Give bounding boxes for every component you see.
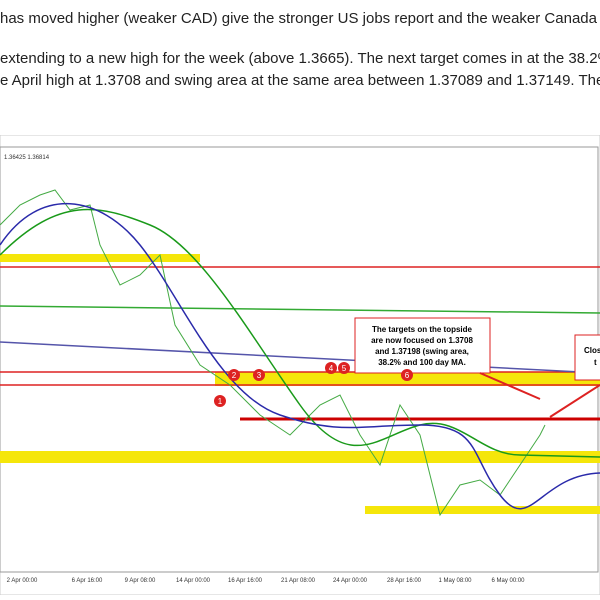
marker: 3 — [253, 369, 265, 381]
marker: 4 — [325, 362, 337, 374]
x-tick-label: 16 Apr 16:00 — [228, 578, 263, 584]
x-tick-label: 6 May 00:00 — [491, 578, 525, 584]
marker-label: 5 — [342, 364, 347, 373]
x-tick-label: 24 Apr 00:00 — [333, 578, 368, 584]
x-tick-label: 6 Apr 16:00 — [72, 578, 103, 584]
x-tick-label: 1 May 08:00 — [438, 578, 472, 584]
marker-circle — [228, 369, 240, 381]
arrow — [479, 372, 541, 400]
x-axis: 2 Apr 00:00 6 Apr 16:00 9 Apr 08:00 14 Apr … — [7, 578, 526, 584]
x-tick-label: 14 Apr 00:00 — [176, 578, 211, 584]
marker-label: 4 — [329, 364, 334, 373]
text-line: has moved higher (weaker CAD) give the s… — [0, 10, 597, 27]
x-tick-label: 9 Apr 08:00 — [125, 578, 156, 584]
marker-label: 6 — [405, 371, 410, 380]
marker: 2 — [228, 369, 240, 381]
price-and-averages — [0, 189, 600, 517]
annotation: The targets on the topside are now focuse… — [371, 325, 473, 367]
marker-circle — [338, 362, 350, 374]
annotation-line: are now focused on 1.3708 — [371, 336, 473, 345]
marker-circle — [325, 362, 337, 374]
marker-circle — [253, 369, 265, 381]
marker: 5 — [338, 362, 350, 374]
annotation-line: The targets on the topside — [372, 325, 473, 334]
text-line: extending to a new high for the week (ab… — [0, 50, 600, 67]
marker: 1 — [214, 395, 226, 407]
annotation-box — [354, 317, 491, 374]
annotation-line: Clos — [584, 346, 600, 355]
marker-circle — [214, 395, 226, 407]
text-line: e April high at 1.3708 and swing area at… — [0, 72, 600, 89]
annotation-line: t — [594, 358, 597, 367]
marker-label: 2 — [232, 371, 237, 380]
markers: 1 2 3 4 5 6 — [214, 362, 413, 407]
plot-area — [0, 146, 599, 573]
annotation: Clos t — [584, 346, 600, 367]
annotation-box — [574, 334, 600, 381]
x-tick-label: 28 Apr 16:00 — [387, 578, 422, 584]
x-tick-label: 2 Apr 00:00 — [7, 578, 38, 584]
chart-image: 1.36425 1.36814 The targets on the topsi… — [0, 135, 600, 595]
annotation-line: and 1.37198 (swing area, — [375, 347, 469, 356]
x-tick-label: 21 Apr 08:00 — [281, 578, 316, 584]
marker-circle — [401, 369, 413, 381]
marker-label: 1 — [218, 397, 223, 406]
marker-label: 3 — [257, 371, 262, 380]
annotation-line: 38.2% and 100 day MA. — [378, 358, 466, 367]
levels — [0, 254, 600, 514]
chart-header: 1.36425 1.36814 — [4, 155, 50, 161]
arrow — [549, 384, 600, 418]
marker: 6 — [401, 369, 413, 381]
